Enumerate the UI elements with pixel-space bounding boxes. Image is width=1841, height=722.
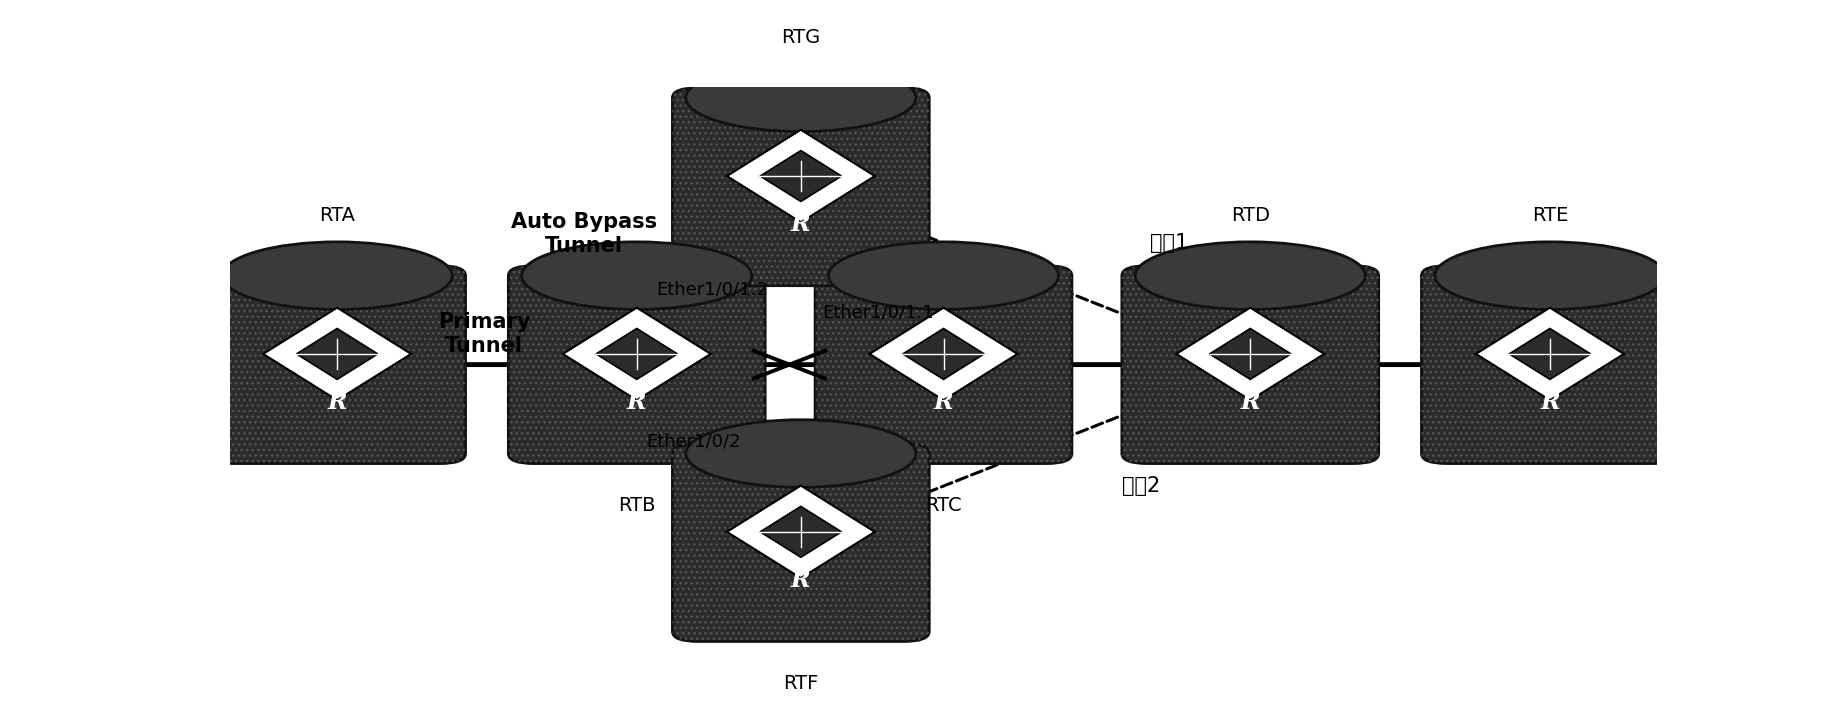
Text: R: R: [1241, 390, 1259, 414]
Ellipse shape: [828, 242, 1059, 310]
Text: RTA: RTA: [318, 206, 355, 225]
Text: RTD: RTD: [1232, 206, 1270, 225]
Text: R: R: [933, 390, 954, 414]
Text: RTB: RTB: [619, 496, 655, 515]
Ellipse shape: [1136, 242, 1366, 310]
Polygon shape: [1176, 308, 1324, 400]
Text: RTG: RTG: [781, 28, 821, 47]
FancyBboxPatch shape: [208, 266, 466, 464]
FancyBboxPatch shape: [672, 443, 930, 641]
Polygon shape: [727, 130, 874, 222]
Text: 路兴2: 路兴2: [1121, 476, 1160, 496]
Text: R: R: [792, 212, 810, 236]
FancyBboxPatch shape: [816, 266, 1071, 464]
Text: Ether1/0/1.1: Ether1/0/1.1: [823, 304, 933, 322]
Polygon shape: [760, 151, 841, 201]
Ellipse shape: [687, 64, 915, 131]
Polygon shape: [1510, 329, 1591, 379]
Polygon shape: [563, 308, 711, 400]
FancyBboxPatch shape: [508, 266, 766, 464]
Polygon shape: [296, 329, 377, 379]
FancyArrowPatch shape: [718, 273, 722, 276]
Text: RTC: RTC: [926, 496, 961, 515]
Polygon shape: [1210, 329, 1291, 379]
Text: Auto Bypass
Tunnel: Auto Bypass Tunnel: [512, 212, 657, 256]
Polygon shape: [1476, 308, 1624, 400]
Text: Primary
Tunnel: Primary Tunnel: [438, 312, 530, 357]
Polygon shape: [760, 506, 841, 557]
Text: Ether1/0/1.2: Ether1/0/1.2: [657, 281, 768, 299]
Text: Ether1/0/2: Ether1/0/2: [646, 432, 742, 451]
Text: R: R: [628, 390, 646, 414]
Text: 路兴1: 路兴1: [1151, 233, 1189, 253]
FancyBboxPatch shape: [1121, 266, 1379, 464]
Polygon shape: [263, 308, 411, 400]
Ellipse shape: [223, 242, 453, 310]
Ellipse shape: [1434, 242, 1664, 310]
Text: RTF: RTF: [782, 674, 819, 692]
Polygon shape: [869, 308, 1018, 400]
Text: R: R: [328, 390, 346, 414]
FancyArrowPatch shape: [718, 453, 722, 456]
Text: R: R: [1541, 390, 1559, 414]
Text: RTE: RTE: [1532, 206, 1569, 225]
Ellipse shape: [521, 242, 751, 310]
FancyArrowPatch shape: [911, 230, 1138, 320]
FancyArrowPatch shape: [911, 409, 1138, 499]
Polygon shape: [596, 329, 677, 379]
FancyBboxPatch shape: [672, 88, 930, 286]
Polygon shape: [902, 329, 985, 379]
Polygon shape: [727, 486, 874, 578]
Ellipse shape: [687, 419, 915, 487]
Text: R: R: [792, 568, 810, 592]
FancyBboxPatch shape: [1421, 266, 1679, 464]
